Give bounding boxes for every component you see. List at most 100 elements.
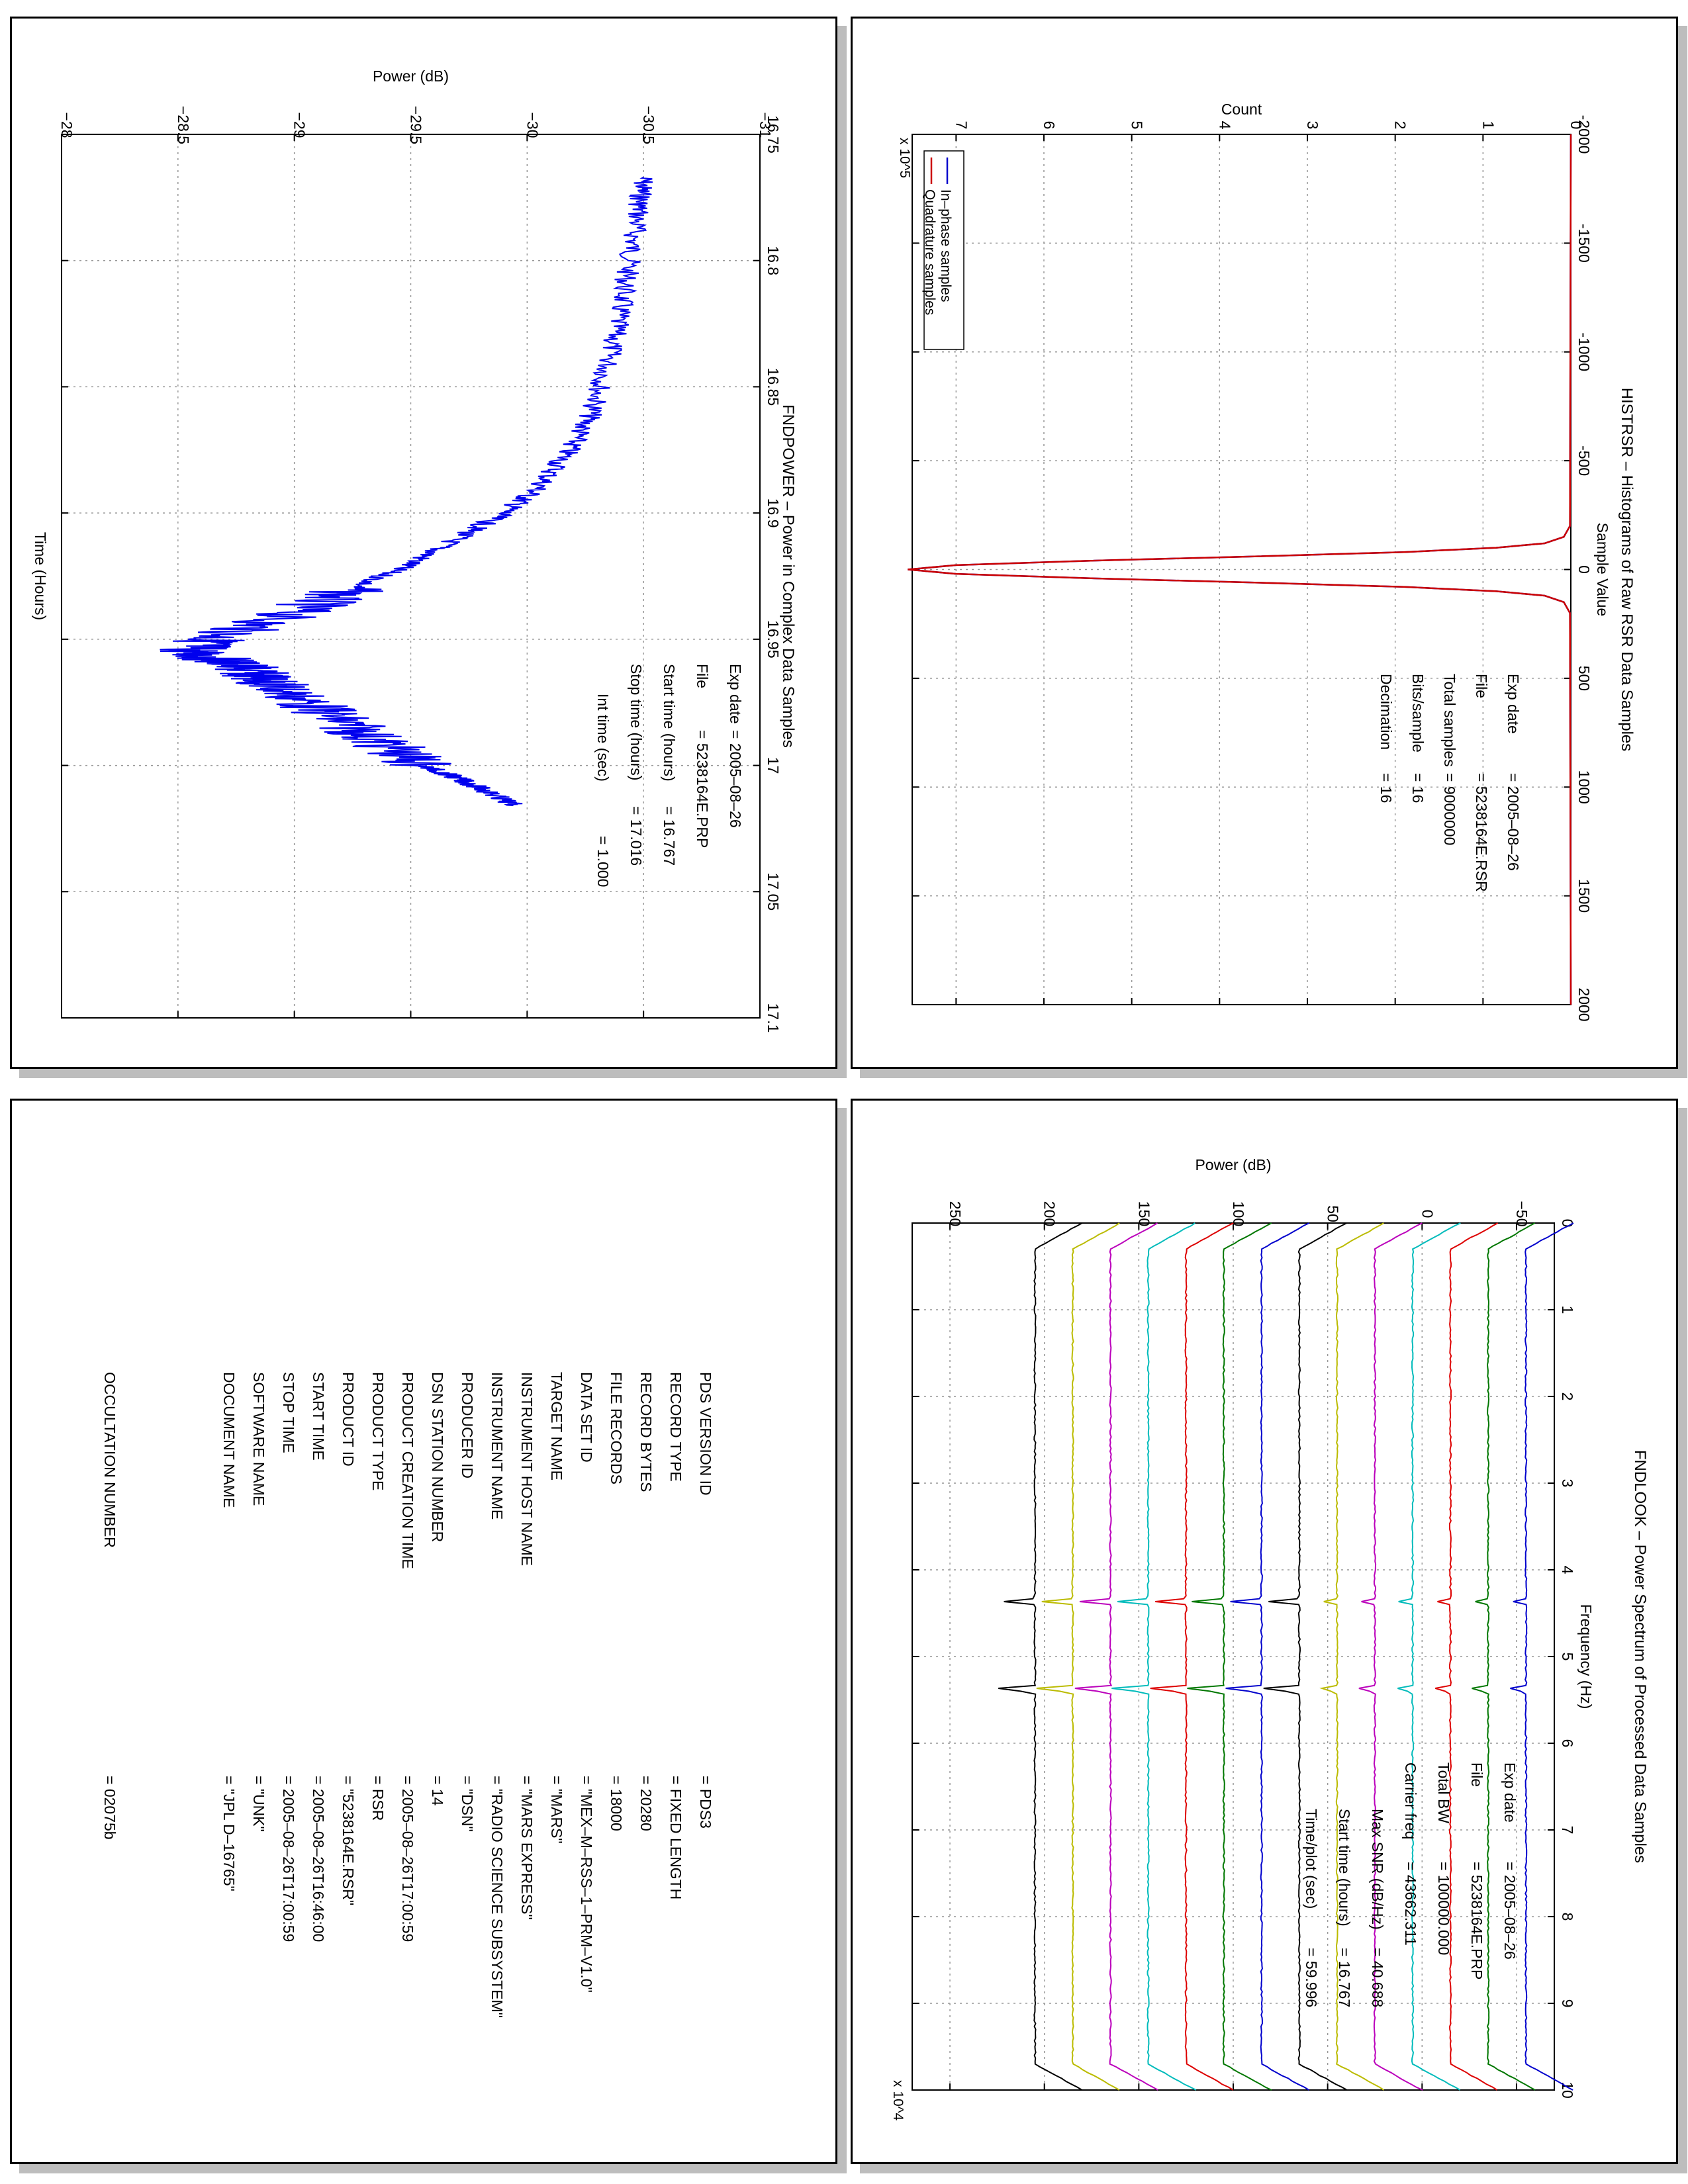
x-tick-label: 17 <box>765 757 782 774</box>
y-tick-label: 0 <box>1568 121 1585 130</box>
info-key: Carrier freq <box>1402 1762 1419 1839</box>
x-tick-label: 7 <box>1559 1826 1576 1835</box>
table-key: FILE RECORDS <box>608 1372 625 1484</box>
y-tick-label: 3 <box>1304 121 1321 130</box>
info-key: Stop time (hours) <box>628 664 645 780</box>
info-value: = 1.000 <box>594 836 612 887</box>
table-key: RECORD BYTES <box>637 1372 655 1492</box>
table-key: PRODUCT ID <box>340 1372 357 1467</box>
x-tick-label: 2000 <box>1575 987 1593 1021</box>
x-tick-label: 17.1 <box>765 1003 782 1033</box>
table-value: = 2005–08–26T17:00:59 <box>280 1776 297 1942</box>
info-value: = 40.688 <box>1369 1948 1386 2007</box>
power-chart: 16.7516.816.8516.916.951717.0517.1−31−30… <box>32 68 797 1032</box>
chart-group: -2000 -1500 -1000 -500 0 500 1000 1500 2000 0 1 2 3 4… <box>897 101 1636 1022</box>
series-line-3 <box>1397 1222 1461 2091</box>
table-value: = 02075b <box>101 1776 118 1840</box>
series-line <box>160 176 653 806</box>
y-tick-label: −30.5 <box>640 106 657 144</box>
x-tick-label: -2000 <box>1575 115 1593 154</box>
info-key: Start time (hours) <box>661 664 678 782</box>
x-tick-label: 16.8 <box>765 246 782 275</box>
y-axis-label: Count <box>1221 101 1262 118</box>
table-value: = 18000 <box>608 1776 625 1831</box>
table-key: OCCULTATION NUMBER <box>101 1372 118 1548</box>
x-axis-label: Time (Hours) <box>32 532 49 620</box>
x-axis-label: Frequency (Hz) <box>1577 1604 1595 1709</box>
x-tick-label: 6 <box>1559 1739 1576 1748</box>
info-key: Bits/sample <box>1409 674 1427 752</box>
table-value: = "UNK" <box>250 1776 267 1832</box>
y-tick-label: 50 <box>1325 1205 1342 1222</box>
chart-group: 16.7516.816.8516.916.951717.0517.1−31−30… <box>32 68 797 1032</box>
y-tick-label: 250 <box>947 1201 964 1226</box>
info-key: Exp date <box>727 664 744 724</box>
table-value: = "5238164E.RSR" <box>340 1776 357 1905</box>
series-line-6 <box>1263 1222 1348 2091</box>
y-tick-label: 2 <box>1392 121 1409 130</box>
y-axis-label: Power (dB) <box>373 68 449 85</box>
series-line-1 <box>908 134 1572 1005</box>
panel-histogram: -2000 -1500 -1000 -500 0 500 1000 1500 2000 0 1 2 3 4… <box>851 17 1678 1069</box>
table-value: = "MEX–M–RSS–1–PRM–V1.0" <box>578 1776 595 1993</box>
table-value: = 2005–08–26T17:00:59 <box>399 1776 416 1942</box>
x-tick-label: 2 <box>1559 1392 1576 1401</box>
series-line-12 <box>1036 1222 1120 2091</box>
table-key: DSN STATION NUMBER <box>429 1372 446 1542</box>
legend-entry: Quadrature samples <box>922 189 937 315</box>
label-table: PDS VERSION ID = PDS3 RECORD TYPE = FIXED L… <box>101 1372 714 2018</box>
series-line-9 <box>1150 1222 1234 2091</box>
info-key: Start time (hours) <box>1336 1809 1353 1927</box>
table-key: INSTRUMENT NAME <box>489 1372 506 1520</box>
x-tick-label: 16.95 <box>765 620 782 659</box>
legend-entry: In–phase samples <box>938 189 953 302</box>
info-value: = 2005–08–26 <box>1501 1862 1519 1960</box>
table-key: RECORD TYPE <box>667 1372 684 1482</box>
info-value: = 17.016 <box>628 806 645 866</box>
y-multiplier: x 10^5 <box>897 138 912 178</box>
table-value: = "RADIO SCIENCE SUBSYSTEM" <box>489 1776 506 2018</box>
table-value: = 2005–08–26T16:46:00 <box>310 1776 327 1942</box>
info-value: = 59.996 <box>1303 1948 1320 2007</box>
info-value: = 2005–08–26 <box>727 730 744 828</box>
info-value: = 16 <box>1409 773 1427 803</box>
x-tick-label: 1000 <box>1575 770 1593 804</box>
info-value: = 5238164E.PRP <box>694 730 711 848</box>
x-tick-label: 9 <box>1559 1999 1576 2008</box>
x-tick-label: 16.9 <box>765 498 782 528</box>
x-tick-label: 0 <box>1575 565 1593 574</box>
panel-label-table: PDS VERSION ID = PDS3 RECORD TYPE = FIXED L… <box>10 1099 837 2164</box>
histogram-chart: -2000 -1500 -1000 -500 0 500 1000 1500 2000 0 1 2 3 4… <box>897 101 1636 1022</box>
info-key: Total samples <box>1441 674 1458 767</box>
info-key: File <box>694 664 711 688</box>
series-line-5 <box>1319 1222 1384 2091</box>
info-key: Time/plot (sec) <box>1303 1809 1320 1909</box>
series-line-13 <box>998 1222 1083 2091</box>
info-key: Decimation <box>1378 674 1395 750</box>
y-axis-label: Power (dB) <box>1195 1156 1271 1173</box>
x-tick-label: -500 <box>1575 445 1593 476</box>
info-value: = 5238164E.PRP <box>1468 1862 1485 1979</box>
series-line-7 <box>1225 1222 1310 2091</box>
series-line-8 <box>1187 1222 1272 2091</box>
chart-title: HISTRSR – Histograms of Raw RSR Data Sam… <box>1618 388 1636 752</box>
info-value: = 9000000 <box>1441 773 1458 845</box>
x-tick-label: 3 <box>1559 1479 1576 1488</box>
table-value: = "MARS" <box>548 1776 565 1844</box>
y-tick-label: 7 <box>953 121 970 130</box>
x-tick-label: 17.05 <box>765 873 782 911</box>
plot-frame <box>61 134 761 1019</box>
x-tick-label: 1500 <box>1575 879 1593 913</box>
table-key: PRODUCER ID <box>459 1372 476 1479</box>
table-key: START TIME <box>310 1372 327 1461</box>
table-key: PDS VERSION ID <box>697 1372 714 1496</box>
table-value: = FIXED LENGTH <box>667 1776 684 1899</box>
x-tick-label: 5 <box>1559 1653 1576 1661</box>
chart-title: FNDLOOK – Power Spectrum of Processed Da… <box>1631 1450 1649 1863</box>
info-value: = 16.767 <box>1336 1948 1353 2007</box>
y-tick-label: −29.5 <box>408 106 425 144</box>
series-line-1 <box>1472 1222 1536 2091</box>
info-key: File <box>1468 1762 1485 1787</box>
y-tick-label: 200 <box>1041 1201 1058 1226</box>
